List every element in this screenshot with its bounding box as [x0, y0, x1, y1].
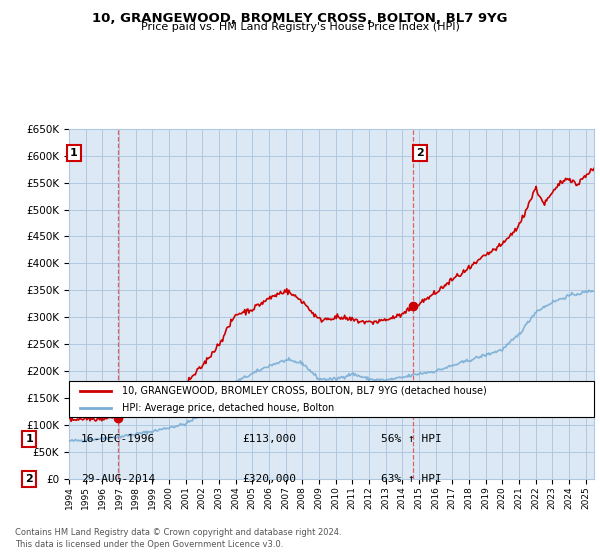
Text: HPI: Average price, detached house, Bolton: HPI: Average price, detached house, Bolt… [121, 403, 334, 413]
Text: This data is licensed under the Open Government Licence v3.0.: This data is licensed under the Open Gov… [15, 540, 283, 549]
Text: £113,000: £113,000 [242, 434, 296, 444]
Text: 10, GRANGEWOOD, BROMLEY CROSS, BOLTON, BL7 9YG: 10, GRANGEWOOD, BROMLEY CROSS, BOLTON, B… [92, 12, 508, 25]
Text: Contains HM Land Registry data © Crown copyright and database right 2024.: Contains HM Land Registry data © Crown c… [15, 528, 341, 536]
Text: 2: 2 [25, 474, 33, 484]
Text: 56% ↑ HPI: 56% ↑ HPI [380, 434, 442, 444]
Text: 2: 2 [416, 148, 424, 158]
Text: 16-DEC-1996: 16-DEC-1996 [81, 434, 155, 444]
Text: 1: 1 [70, 148, 78, 158]
Text: 29-AUG-2014: 29-AUG-2014 [81, 474, 155, 484]
Text: £320,000: £320,000 [242, 474, 296, 484]
Text: 10, GRANGEWOOD, BROMLEY CROSS, BOLTON, BL7 9YG (detached house): 10, GRANGEWOOD, BROMLEY CROSS, BOLTON, B… [121, 386, 486, 396]
Text: Price paid vs. HM Land Registry's House Price Index (HPI): Price paid vs. HM Land Registry's House … [140, 22, 460, 32]
Text: 1: 1 [25, 434, 33, 444]
Text: 63% ↑ HPI: 63% ↑ HPI [380, 474, 442, 484]
